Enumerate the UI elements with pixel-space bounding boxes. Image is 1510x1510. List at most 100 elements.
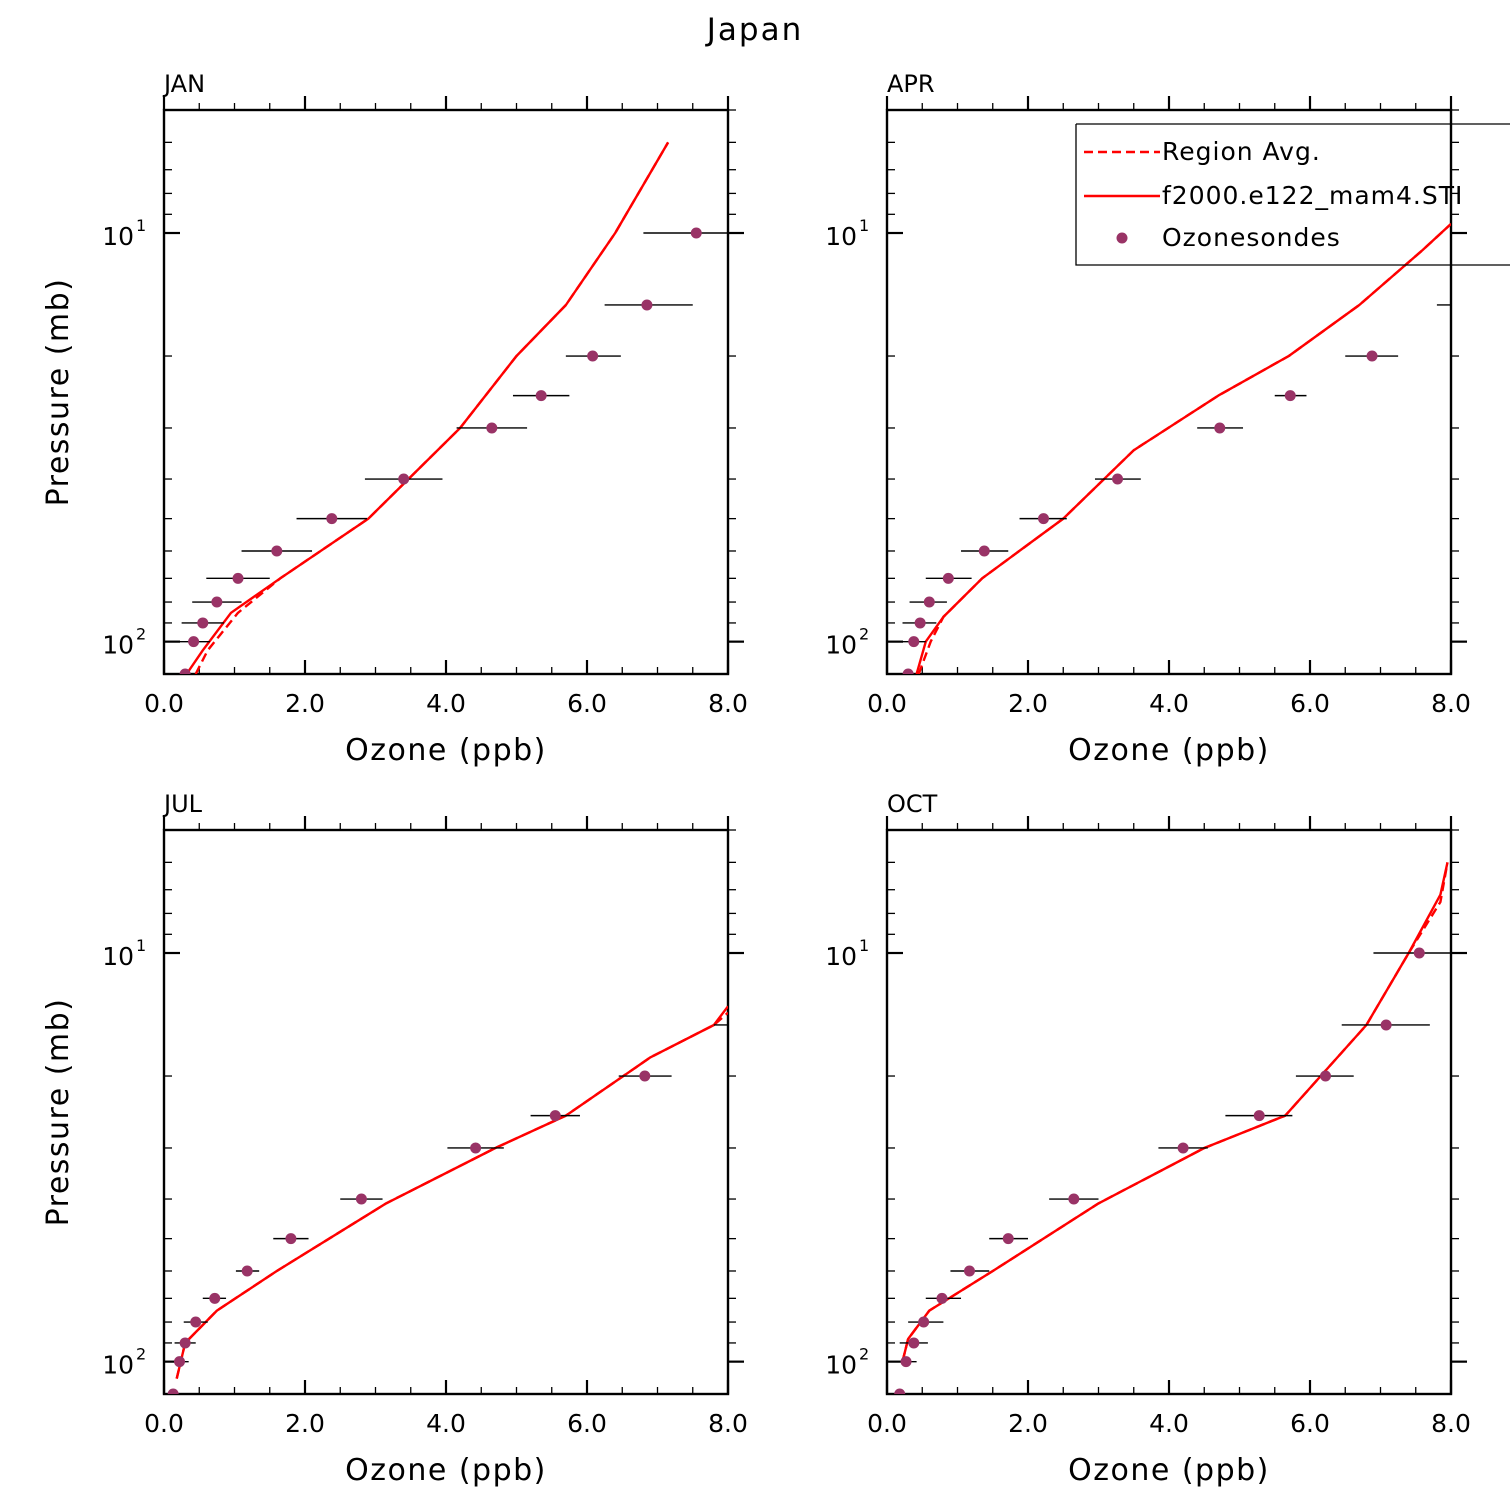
legend-model-label: f2000.e122_mam4.STI [1162, 181, 1463, 210]
panel-apr-ytick-label-exp: 1 [859, 216, 869, 235]
panel-apr-sonde-point [942, 572, 954, 584]
panel-apr-sonde-point [923, 596, 935, 608]
panel-apr-sonde-point [1495, 228, 1506, 239]
panel-apr-sonde-point [1366, 350, 1378, 362]
panel-oct-title: OCT [887, 790, 938, 818]
panel-oct-xtick-label: 0.0 [867, 1409, 907, 1438]
panel-jan-xtick-label: 6.0 [567, 689, 607, 718]
figure-title: Japan [706, 12, 804, 48]
panel-oct-frame [885, 828, 1453, 1396]
panel-jul-sonde-point [355, 1193, 367, 1205]
panel-jan-sonde-point [690, 227, 702, 239]
panel-jan-sonde-point [326, 513, 338, 525]
panel-apr-model-line [915, 223, 1451, 674]
panel-jul-ylabel: Pressure (mb) [41, 998, 76, 1227]
panel-jan-sonde-point [179, 668, 191, 674]
panel-jul-xtick-label: 8.0 [708, 1409, 748, 1438]
panel-apr-sonde-point [1284, 390, 1296, 402]
panel-apr-ytick-label: 10 [825, 222, 857, 251]
panel-jan-xtick-label: 8.0 [708, 689, 748, 718]
panel-jul-sonde-point [549, 1110, 561, 1122]
panel-apr-title: APR [887, 70, 935, 98]
panel-apr-sonde-point [1214, 422, 1226, 434]
panel-jan-sonde-point [271, 545, 283, 557]
legend-ozonesondes-label: Ozonesondes [1162, 223, 1341, 252]
panel-oct-ytick-label-exp: 1 [859, 936, 869, 955]
panel-oct-sonde-point [1068, 1193, 1080, 1205]
panel-oct-ytick-label-exp: 2 [859, 1345, 869, 1364]
panel-jul-region-avg-line [175, 1011, 728, 1379]
panel-apr-xtick-label: 8.0 [1431, 689, 1471, 718]
panel-jul-ytick-label: 10 [102, 942, 134, 971]
panel-oct-xlabel: Ozone (ppb) [1068, 1453, 1270, 1488]
panel-jul-ytick-label-exp: 2 [136, 1345, 146, 1364]
panel-oct-sonde-point [963, 1265, 975, 1277]
panel-apr-sonde-point [914, 617, 926, 629]
panel-apr-xlabel: Ozone (ppb) [1068, 733, 1270, 768]
panel-jan-sonde-point [535, 390, 547, 402]
panel-apr-region-avg-line [917, 223, 1451, 674]
panel-apr-xtick-label: 4.0 [1149, 689, 1189, 718]
panel-jul-sonde-point [744, 1019, 755, 1030]
panel-oct-xtick-label: 4.0 [1149, 1409, 1189, 1438]
panel-jan-xlabel: Ozone (ppb) [345, 733, 547, 768]
panel-jan-sonde-point [587, 350, 599, 362]
panel-jul-model-line [175, 1005, 728, 1379]
panel-oct-region-avg-line [901, 862, 1449, 1362]
panel-oct-model-line [901, 862, 1449, 1362]
panel-jul-sonde-point [639, 1070, 651, 1082]
panel-jan-ytick-label-exp: 1 [136, 216, 146, 235]
panel-jan-sonde-point [398, 473, 410, 485]
panel-jan-ytick-label: 10 [102, 631, 134, 660]
panel-oct-xtick-label: 6.0 [1290, 1409, 1330, 1438]
panel-jan-sonde-point [211, 596, 223, 608]
panel-oct-sonde-point [900, 1356, 912, 1368]
panel-jan-xtick-label: 4.0 [426, 689, 466, 718]
panel-jul-sonde-point [241, 1265, 253, 1277]
panel-apr-sonde-point [1112, 473, 1124, 485]
panel-apr-sonde-point [1467, 299, 1478, 310]
panel-apr-sonde-point [1038, 513, 1050, 525]
panel-jul-sonde-point [179, 1337, 191, 1349]
panel-oct-sonde-point [1002, 1233, 1014, 1245]
panel-oct-sonde-point [1380, 1019, 1392, 1031]
panel-jul-frame [162, 828, 730, 1396]
panel-jan-xtick-label: 2.0 [285, 689, 325, 718]
panel-oct-sonde-point [1253, 1110, 1265, 1122]
panel-jul-sonde-point [174, 1356, 186, 1368]
panel-apr-xtick-label: 0.0 [867, 689, 907, 718]
panel-jul-sonde-point [470, 1142, 482, 1154]
panel-jan-model-line [185, 141, 670, 674]
panel-oct-sonde-point [1177, 1142, 1189, 1154]
panel-jan-sonde-point [486, 422, 498, 434]
panel-apr-sonde-point [978, 545, 990, 557]
panel-oct-sonde-point [1413, 947, 1425, 959]
panel-jan-region-avg-line [194, 141, 670, 674]
panel-jul-xtick-label: 4.0 [426, 1409, 466, 1438]
panel-oct-plot-area [894, 862, 1451, 1394]
panel-jan-xtick-label: 0.0 [144, 689, 184, 718]
legend: Region Avg. f2000.e122_mam4.STI Ozoneson… [1075, 123, 1510, 266]
panel-jul-plot-area [167, 1005, 755, 1394]
panel-jan-sonde-point [232, 572, 244, 584]
panel-apr-sonde-point [902, 668, 914, 674]
panel-jan-sonde-point [188, 636, 200, 648]
panel-apr-ytick-label-exp: 2 [859, 625, 869, 644]
panel-apr-sonde-point [908, 636, 920, 648]
panel-oct-sonde-point [936, 1292, 948, 1304]
panel-jan-sonde-point [197, 617, 209, 629]
panel-jul-xtick-label: 2.0 [285, 1409, 325, 1438]
panel-apr-xtick-label: 6.0 [1290, 689, 1330, 718]
panel-jul-sonde-point [209, 1292, 221, 1304]
panel-jul-sonde-point [190, 1316, 202, 1328]
panel-jul-ytick-label: 10 [102, 1351, 134, 1380]
panel-jan-ytick-label: 10 [102, 222, 134, 251]
panel-jul-sonde-point [167, 1388, 179, 1394]
panel-jan-title: JAN [162, 70, 205, 98]
panel-jul-sonde-point [285, 1233, 297, 1245]
panel-oct-ytick-label: 10 [825, 942, 857, 971]
